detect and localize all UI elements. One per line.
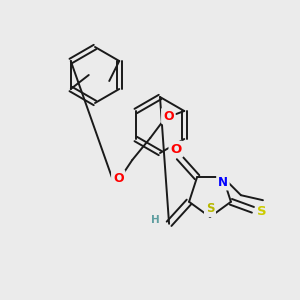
Text: S: S xyxy=(257,205,267,218)
Text: S: S xyxy=(206,202,214,215)
Text: O: O xyxy=(163,110,174,122)
Text: O: O xyxy=(170,143,182,156)
Text: H: H xyxy=(151,215,160,225)
Text: O: O xyxy=(113,172,124,184)
Text: N: N xyxy=(218,176,228,189)
